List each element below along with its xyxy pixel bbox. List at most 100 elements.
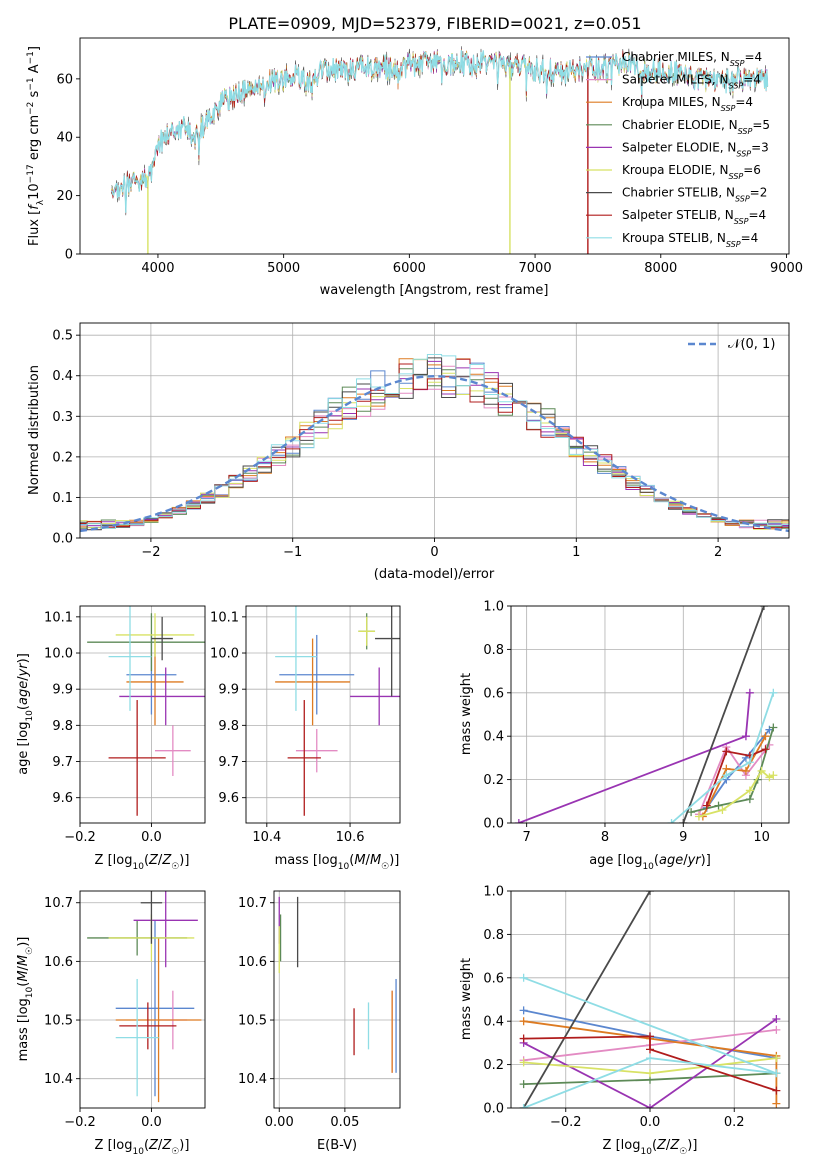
label-part: Z	[161, 1138, 172, 1153]
label-part: /	[366, 853, 371, 868]
y-tick-label: 10.4	[44, 1072, 73, 1087]
y-tick-label: 10.7	[44, 896, 73, 911]
label-part: Z	[161, 853, 172, 868]
legend-name: Chabrier ELODIE, N	[622, 118, 738, 132]
label-part: M	[370, 853, 381, 868]
legend-label: 𝒩(0, 1)	[728, 337, 775, 352]
label-part: mass weight	[459, 673, 474, 755]
mass-weight-line-1	[698, 744, 771, 815]
x-tick-label: −2	[141, 545, 160, 560]
y-tick-label: 10.4	[238, 1072, 267, 1087]
y-tick-label: 0	[65, 248, 73, 263]
label-part: Z [log	[95, 853, 133, 868]
plus-marker	[769, 688, 778, 697]
y-tick-label: 60	[56, 72, 73, 87]
age-vs-mass-axes	[242, 606, 400, 827]
plus-marker	[745, 786, 754, 795]
label-part: ☉	[679, 1147, 687, 1157]
label-part: Z [log	[95, 1138, 133, 1153]
age-vs-Z-xlabel: Z [log10(Z/Z☉)]	[95, 853, 190, 872]
label-part: mass weight	[459, 958, 474, 1040]
x-tick-label: −0.2	[550, 1115, 582, 1130]
y-tick-label: 9.7	[218, 755, 239, 770]
legend-name: Kroupa ELODIE, N	[622, 163, 729, 177]
legend-sub: SSP	[734, 217, 749, 226]
y-tick-label: 20	[56, 189, 73, 204]
legend-label: Chabrier MILES, NSSP=4	[622, 50, 762, 68]
label-part: 10	[642, 862, 654, 872]
label-part: (	[349, 853, 354, 868]
label-part: 10	[25, 986, 35, 998]
mass-weight-line-6	[522, 891, 651, 1108]
legend-sub: SSP	[730, 59, 745, 68]
mass-weight-vs-age-plot-area	[514, 606, 778, 823]
label-part: age	[16, 681, 31, 705]
plus-marker	[772, 1086, 781, 1095]
plus-marker	[519, 1058, 528, 1067]
x-tick-label: 10	[753, 830, 770, 845]
plus-marker	[646, 1104, 654, 1108]
plus-marker	[646, 1069, 654, 1078]
gaussian-reference-curve	[80, 374, 789, 533]
plus-marker	[772, 1099, 781, 1108]
x-tick-label: 4000	[141, 261, 174, 276]
spectrum-ylabel: Flux [fλ10−17 erg cm−2 s−1 A−1]	[26, 46, 46, 246]
label-part: /	[16, 965, 31, 970]
label-part: yr	[687, 853, 703, 868]
label-part: −1	[26, 77, 36, 90]
label-part: 10	[27, 183, 42, 200]
y-tick-label: 0.8	[483, 928, 504, 943]
legend-name: Salpeter MILES, N	[622, 73, 729, 87]
x-tick-label: 0.2	[724, 1115, 745, 1130]
spectrum-xlabel: wavelength [Angstrom, rest frame]	[320, 283, 549, 298]
mass-weight-line-7	[705, 748, 766, 806]
plus-marker	[722, 771, 731, 780]
label-part: age [log	[16, 722, 31, 775]
label-part: mass [log	[275, 853, 338, 868]
label-part: (	[16, 982, 31, 987]
legend-name: Chabrier MILES, N	[622, 50, 730, 64]
x-tick-label: 7000	[519, 261, 552, 276]
label-part: )]	[389, 853, 399, 868]
x-tick-label: 8	[601, 830, 609, 845]
plus-marker	[761, 732, 770, 741]
label-part: )]	[179, 1138, 189, 1153]
label-part: yr	[16, 662, 31, 678]
plus-marker	[646, 1054, 654, 1063]
mass-vs-Z-ylabel: mass [log10(M/M☉)]	[16, 937, 35, 1062]
mass-weight-line-8	[670, 692, 775, 823]
legend-label: Chabrier STELIB, NSSP=2	[622, 186, 767, 204]
y-tick-label: 0.4	[483, 1015, 504, 1030]
label-part: −1	[26, 51, 36, 64]
label-part: −2	[26, 102, 36, 115]
label-part: Z	[148, 853, 159, 868]
plus-marker	[519, 1034, 528, 1043]
mass-vs-EBV-plot-area	[278, 896, 397, 1073]
legend-eq: =6	[743, 163, 761, 177]
label-part: (	[654, 853, 659, 868]
y-tick-label: 0.2	[52, 450, 73, 465]
legend-sub: SSP	[738, 126, 753, 135]
y-tick-label: 0.0	[52, 532, 73, 547]
legend-sub: SSP	[735, 194, 750, 203]
y-tick-label: 0.6	[483, 686, 504, 701]
legend-eq: =5	[752, 118, 770, 132]
label-part: Z	[669, 1138, 680, 1153]
plus-marker	[519, 1080, 528, 1089]
plus-marker	[718, 805, 727, 814]
x-tick-label: 5000	[267, 261, 300, 276]
x-tick-label: 7	[523, 830, 531, 845]
label-part: ☉	[171, 862, 179, 872]
y-tick-label: 1.0	[483, 885, 504, 900]
mw-age-xlabel: age [log10(age/yr)]	[589, 853, 711, 872]
mass-vs-Z-plot-area	[87, 891, 202, 1103]
label-part: M	[16, 970, 31, 981]
label-part: −17	[26, 164, 36, 183]
residual-histogram-axes	[76, 323, 789, 542]
legend-sub: SSP	[736, 149, 751, 158]
plus-marker	[687, 808, 696, 817]
legend-name: Chabrier STELIB, N	[622, 186, 735, 200]
x-tick-label: 0.0	[640, 1115, 661, 1130]
label-part: 10	[132, 1147, 144, 1157]
y-tick-label: 9.8	[218, 719, 239, 734]
